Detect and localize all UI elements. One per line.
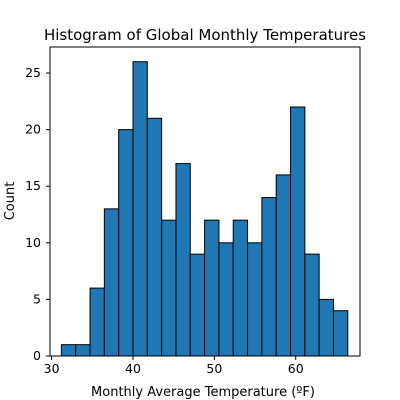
histogram-bar-5 (132, 61, 148, 357)
histogram-bar-17 (304, 253, 320, 357)
bars-group (60, 61, 349, 357)
histogram-bar-2 (89, 287, 105, 357)
x-tick-label-1: 40 (125, 361, 141, 376)
chart-title: Histogram of Global Monthly Temperatures (44, 26, 366, 44)
histogram-bar-8 (175, 163, 191, 357)
plot-frame (49, 46, 361, 357)
x-tick-label-2: 50 (206, 361, 222, 376)
y-tick-label-4: 20 (25, 122, 41, 137)
y-tick-label-0: 0 (33, 348, 41, 363)
histogram-bar-7 (161, 219, 177, 357)
histogram-bar-19 (332, 310, 349, 357)
histogram-bar-6 (146, 117, 163, 357)
histogram-bar-3 (103, 208, 120, 357)
histogram-bar-18 (318, 298, 334, 357)
histogram-bar-4 (118, 129, 134, 357)
x-axis-label: Monthly Average Temperature (ºF) (91, 385, 315, 400)
histogram-bar-16 (290, 106, 306, 357)
histogram-bar-15 (275, 174, 292, 357)
y-tick-label-2: 10 (25, 235, 41, 250)
y-tick-label-1: 5 (33, 291, 41, 306)
y-tick-label-3: 15 (25, 178, 41, 193)
histogram-bar-14 (261, 197, 277, 357)
histogram-bar-12 (232, 219, 249, 357)
x-tick-label-3: 60 (288, 361, 304, 376)
ticks-group: 30 40 50 60 0 5 10 15 20 25 (25, 65, 304, 376)
y-tick-label-5: 25 (25, 65, 41, 80)
histogram-bar-1 (75, 344, 91, 357)
x-tick-label-0: 30 (44, 361, 60, 376)
y-axis-label: Count (3, 182, 18, 221)
histogram-bar-9 (189, 253, 206, 357)
histogram-bar-11 (218, 242, 234, 357)
histogram-bar-10 (204, 219, 220, 357)
histogram-bar-13 (247, 242, 263, 357)
histogram-bar-0 (60, 344, 77, 357)
